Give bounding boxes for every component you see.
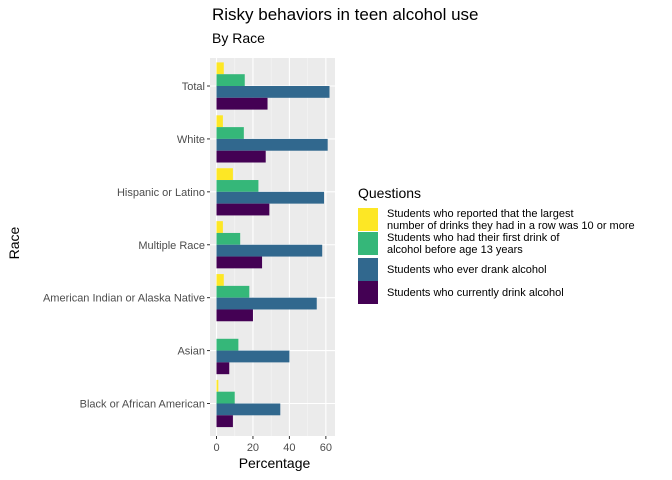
legend-item: Students who currently drink alcohol xyxy=(358,281,668,304)
legend-label: Students who ever drank alcohol xyxy=(387,263,547,276)
y-tick-label: Multiple Race xyxy=(138,240,205,252)
bar xyxy=(216,244,323,257)
legend-item: Students who had their first drink of al… xyxy=(358,231,668,256)
bar xyxy=(216,297,317,310)
legend-key xyxy=(358,232,378,255)
legend-label: Students who currently drink alcohol xyxy=(387,286,564,299)
bar xyxy=(216,168,233,181)
bar xyxy=(216,180,259,192)
bar xyxy=(216,362,230,375)
y-tick-label: Black or African American xyxy=(80,399,205,411)
legend-key xyxy=(358,281,378,304)
y-tick-label: American Indian or Alaska Native xyxy=(43,293,205,305)
bar xyxy=(216,379,219,392)
bar xyxy=(216,350,290,363)
bars xyxy=(216,62,330,428)
bar xyxy=(216,97,268,110)
bar xyxy=(216,309,253,322)
bar xyxy=(216,86,330,98)
y-tick-label: Asian xyxy=(177,346,205,358)
bar xyxy=(216,285,250,298)
bar xyxy=(216,127,244,139)
bar xyxy=(216,338,239,351)
y-tick-label: White xyxy=(177,134,205,146)
legend-label: Students who had their first drink of al… xyxy=(387,231,560,256)
x-axis-ticks: 0 20 40 60 xyxy=(213,436,332,454)
legend-title: Questions xyxy=(358,185,422,201)
x-tick-label: 40 xyxy=(283,442,295,454)
bar xyxy=(216,138,328,151)
legend-key xyxy=(358,208,378,231)
bar xyxy=(216,221,223,233)
x-tick-label: 60 xyxy=(320,442,332,454)
chart-title: Risky behaviors in teen alcohol use xyxy=(212,5,479,24)
bar xyxy=(216,256,263,269)
bar xyxy=(216,232,241,245)
legend-label: Students who reported that the largest n… xyxy=(387,207,635,232)
bar xyxy=(216,274,224,286)
legend-item: Students who reported that the largest n… xyxy=(358,207,668,232)
bar xyxy=(216,150,266,163)
bar xyxy=(216,203,270,216)
legend-key xyxy=(358,258,378,281)
x-tick-label: 0 xyxy=(213,442,219,454)
legend-item: Students who ever drank alcohol xyxy=(358,258,668,281)
y-axis-ticks: Total White Hispanic or Latino Multiple Rac… xyxy=(43,81,210,411)
bar xyxy=(216,415,233,428)
y-tick-label: Total xyxy=(182,81,205,93)
bar xyxy=(216,403,281,416)
bar xyxy=(216,115,223,128)
bar xyxy=(216,391,235,404)
x-tick-label: 20 xyxy=(247,442,259,454)
bar xyxy=(216,74,245,86)
bar xyxy=(216,62,224,75)
chart-subtitle: By Race xyxy=(212,30,265,46)
bar xyxy=(216,191,325,204)
x-axis-label: Percentage xyxy=(238,455,311,471)
y-tick-label: Hispanic or Latino xyxy=(117,187,205,199)
